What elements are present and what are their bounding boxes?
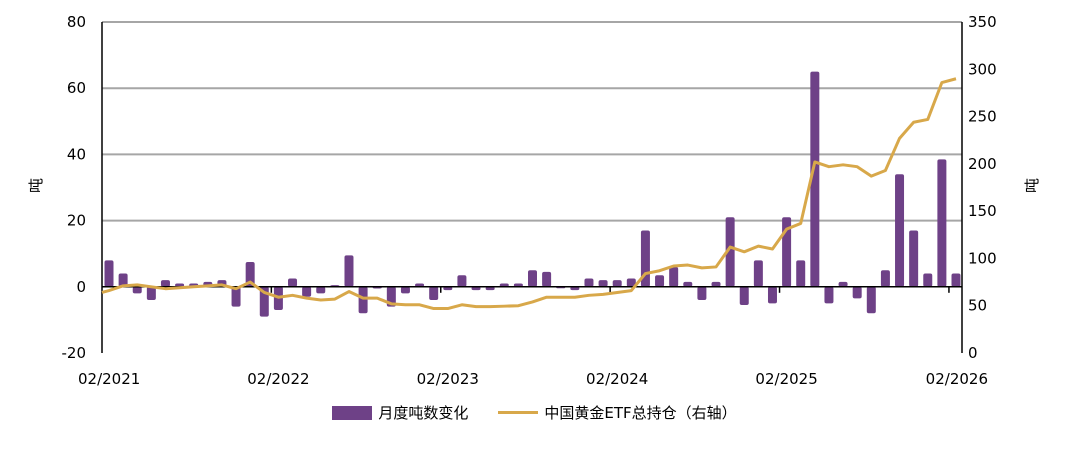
bar	[542, 271, 552, 287]
bar	[683, 281, 693, 287]
etf-holdings-line	[101, 77, 957, 311]
bar	[895, 174, 905, 287]
x-tick-label: 02/2023	[417, 370, 479, 388]
bar	[923, 273, 933, 287]
bar	[499, 283, 509, 287]
bar	[471, 286, 481, 291]
x-tick-label: 02/2024	[586, 370, 648, 388]
bar	[767, 286, 777, 304]
bar	[796, 260, 806, 287]
right-tick-label: 300	[968, 60, 997, 78]
right-tick-label: 0	[968, 344, 978, 362]
left-tick-label: 0	[76, 278, 86, 296]
bar	[457, 275, 467, 287]
bar	[358, 286, 368, 314]
bar	[175, 283, 185, 287]
bar	[880, 270, 890, 287]
x-tick-label: 02/2026	[926, 370, 988, 388]
bar	[528, 270, 537, 287]
bar	[810, 71, 820, 287]
right-tick-label: 100	[968, 249, 997, 267]
bar	[316, 286, 326, 294]
bar	[753, 260, 763, 287]
bar	[160, 280, 170, 287]
bar	[697, 286, 707, 301]
bar	[132, 286, 142, 294]
left-tick-label: -20	[62, 344, 87, 362]
bar	[245, 261, 255, 287]
legend-item-bars: 月度吨数变化	[332, 402, 468, 423]
legend-label-bars: 月度吨数变化	[378, 404, 469, 422]
legend: 月度吨数变化 中国黄金ETF总持仓（右轴）	[0, 402, 1069, 423]
left-tick-label: 40	[67, 145, 86, 163]
bar	[725, 217, 735, 287]
bar	[598, 280, 608, 287]
bar	[655, 275, 665, 287]
bar	[669, 266, 679, 287]
bar	[415, 283, 425, 287]
x-tick-label: 02/2022	[247, 370, 309, 388]
bar	[866, 286, 876, 314]
chart: -20 0 20 40 60 80 0 50 100 150 200 250 300 350 02/2021…	[62, 13, 997, 388]
bar	[937, 159, 947, 287]
left-tick-label: 80	[67, 13, 86, 31]
right-tick-label: 50	[968, 297, 987, 315]
bar	[852, 286, 862, 299]
bar	[400, 286, 410, 294]
bar	[711, 281, 721, 287]
bar	[485, 286, 495, 291]
bar	[443, 286, 453, 291]
bar	[951, 273, 961, 287]
bar	[104, 260, 114, 287]
right-tick-label: 200	[968, 155, 997, 173]
legend-item-line: 中国黄金ETF总持仓（右轴）	[498, 402, 737, 423]
legend-swatch-line	[498, 411, 539, 414]
bar	[302, 286, 312, 297]
bar	[909, 230, 919, 287]
bar	[513, 283, 523, 287]
bar	[570, 286, 580, 291]
bar	[584, 278, 594, 287]
bar	[429, 286, 439, 301]
bar	[824, 286, 834, 304]
bar	[838, 281, 848, 287]
bar	[118, 273, 128, 287]
right-tick-label: 250	[968, 108, 997, 126]
x-tick-label: 02/2021	[78, 370, 140, 388]
bar	[612, 280, 622, 287]
left-tick-label: 20	[67, 212, 86, 230]
right-tick-label: 150	[968, 202, 997, 220]
bar	[146, 286, 156, 301]
right-tick-label: 350	[968, 13, 997, 31]
x-tick-label: 02/2025	[755, 370, 817, 388]
right-axis-label: 吨	[1023, 177, 1042, 194]
bar	[626, 278, 636, 287]
left-axis-label: 吨	[27, 177, 46, 194]
legend-label-line: 中国黄金ETF总持仓（右轴）	[544, 404, 737, 422]
bar	[231, 286, 241, 307]
bar	[288, 278, 298, 287]
left-tick-label: 60	[67, 79, 86, 97]
bar	[344, 255, 354, 287]
legend-swatch-bars	[332, 405, 373, 420]
bar	[739, 286, 749, 306]
